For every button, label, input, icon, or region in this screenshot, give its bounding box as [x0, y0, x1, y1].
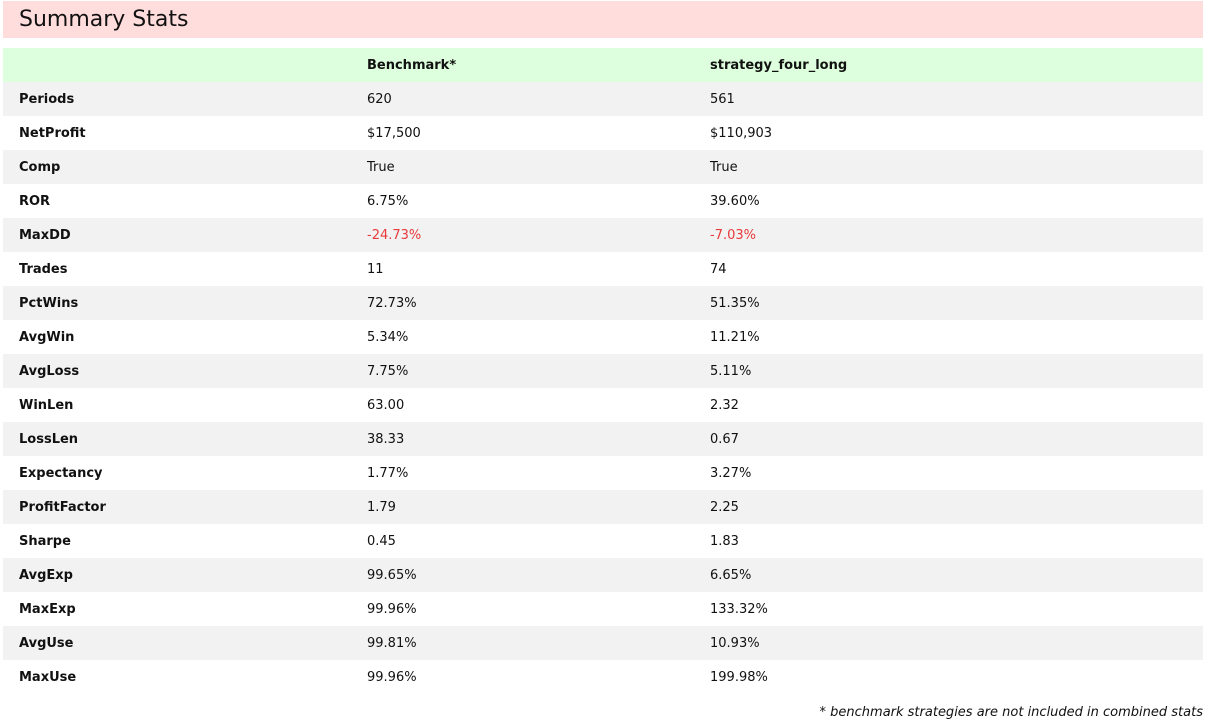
row-label: MaxExp: [19, 601, 76, 617]
benchmark-value: 11: [367, 261, 384, 277]
row-label: AvgWin: [19, 329, 75, 345]
benchmark-value: $17,500: [367, 125, 421, 141]
row-label: Comp: [19, 159, 61, 175]
benchmark-value: 1.77%: [367, 465, 409, 481]
summary-stats-table: Benchmark* strategy_four_long Periods 620…: [3, 48, 1203, 694]
table-row: MaxUse 99.96% 199.98%: [3, 660, 1203, 694]
benchmark-value: 1.79: [367, 499, 396, 515]
benchmark-value: 63.00: [367, 397, 405, 413]
benchmark-value: 5.34%: [367, 329, 409, 345]
table-row: AvgExp 99.65% 6.65%: [3, 558, 1203, 592]
strategy-value: 6.65%: [710, 567, 752, 583]
benchmark-value: True: [367, 159, 395, 175]
strategy-value: True: [710, 159, 738, 175]
strategy-value: 51.35%: [710, 295, 760, 311]
benchmark-value: 0.45: [367, 533, 396, 549]
header-strategy: strategy_four_long: [710, 57, 848, 73]
table-row: LossLen 38.33 0.67: [3, 422, 1203, 456]
row-label: Trades: [19, 261, 68, 277]
row-label: Expectancy: [19, 465, 103, 481]
table-header-row: Benchmark* strategy_four_long: [3, 48, 1203, 82]
table-body: Periods 620 561 NetProfit $17,500 $110,903 Com…: [3, 82, 1203, 694]
footnote: * benchmark strategies are not included …: [819, 705, 1203, 720]
benchmark-value: 6.75%: [367, 193, 409, 209]
benchmark-value: 38.33: [367, 431, 405, 447]
strategy-value: 2.32: [710, 397, 739, 413]
strategy-value: 1.83: [710, 533, 739, 549]
header-benchmark: Benchmark*: [367, 57, 457, 73]
row-label: NetProfit: [19, 125, 86, 141]
strategy-value: 2.25: [710, 499, 739, 515]
table-row: MaxDD -24.73% -7.03%: [3, 218, 1203, 252]
benchmark-value: 99.65%: [367, 567, 417, 583]
row-label: Periods: [19, 91, 75, 107]
strategy-value: 0.67: [710, 431, 739, 447]
table-row: AvgUse 99.81% 10.93%: [3, 626, 1203, 660]
benchmark-value: 99.96%: [367, 601, 417, 617]
table-row: NetProfit $17,500 $110,903: [3, 116, 1203, 150]
benchmark-value: -24.73%: [367, 227, 422, 243]
table-row: PctWins 72.73% 51.35%: [3, 286, 1203, 320]
strategy-value: 5.11%: [710, 363, 752, 379]
strategy-value: 199.98%: [710, 669, 768, 685]
row-label: Sharpe: [19, 533, 71, 549]
row-label: MaxDD: [19, 227, 71, 243]
row-label: LossLen: [19, 431, 79, 447]
strategy-value: 10.93%: [710, 635, 760, 651]
table-row: ROR 6.75% 39.60%: [3, 184, 1203, 218]
page-title: Summary Stats: [19, 7, 189, 32]
table-row: Sharpe 0.45 1.83: [3, 524, 1203, 558]
table-row: Comp True True: [3, 150, 1203, 184]
table-row: Expectancy 1.77% 3.27%: [3, 456, 1203, 490]
strategy-value: 74: [710, 261, 727, 277]
row-label: PctWins: [19, 295, 79, 311]
row-label: ProfitFactor: [19, 499, 106, 515]
table-row: WinLen 63.00 2.32: [3, 388, 1203, 422]
strategy-value: 39.60%: [710, 193, 760, 209]
strategy-value: $110,903: [710, 125, 773, 141]
table-row: Periods 620 561: [3, 82, 1203, 116]
row-label: ROR: [19, 193, 51, 209]
benchmark-value: 7.75%: [367, 363, 409, 379]
row-label: AvgExp: [19, 567, 73, 583]
summary-stats-header: Summary Stats: [3, 1, 1203, 38]
strategy-value: 11.21%: [710, 329, 760, 345]
row-label: MaxUse: [19, 669, 77, 685]
table-row: AvgLoss 7.75% 5.11%: [3, 354, 1203, 388]
table-row: AvgWin 5.34% 11.21%: [3, 320, 1203, 354]
table-row: Trades 11 74: [3, 252, 1203, 286]
strategy-value: 561: [710, 91, 735, 107]
benchmark-value: 99.81%: [367, 635, 417, 651]
benchmark-value: 99.96%: [367, 669, 417, 685]
table-row: MaxExp 99.96% 133.32%: [3, 592, 1203, 626]
benchmark-value: 620: [367, 91, 392, 107]
strategy-value: 3.27%: [710, 465, 752, 481]
table-row: ProfitFactor 1.79 2.25: [3, 490, 1203, 524]
header-label-column: [3, 48, 351, 82]
row-label: AvgUse: [19, 635, 74, 651]
row-label: WinLen: [19, 397, 74, 413]
strategy-value: 133.32%: [710, 601, 768, 617]
strategy-value: -7.03%: [710, 227, 756, 243]
row-label: AvgLoss: [19, 363, 80, 379]
benchmark-value: 72.73%: [367, 295, 417, 311]
